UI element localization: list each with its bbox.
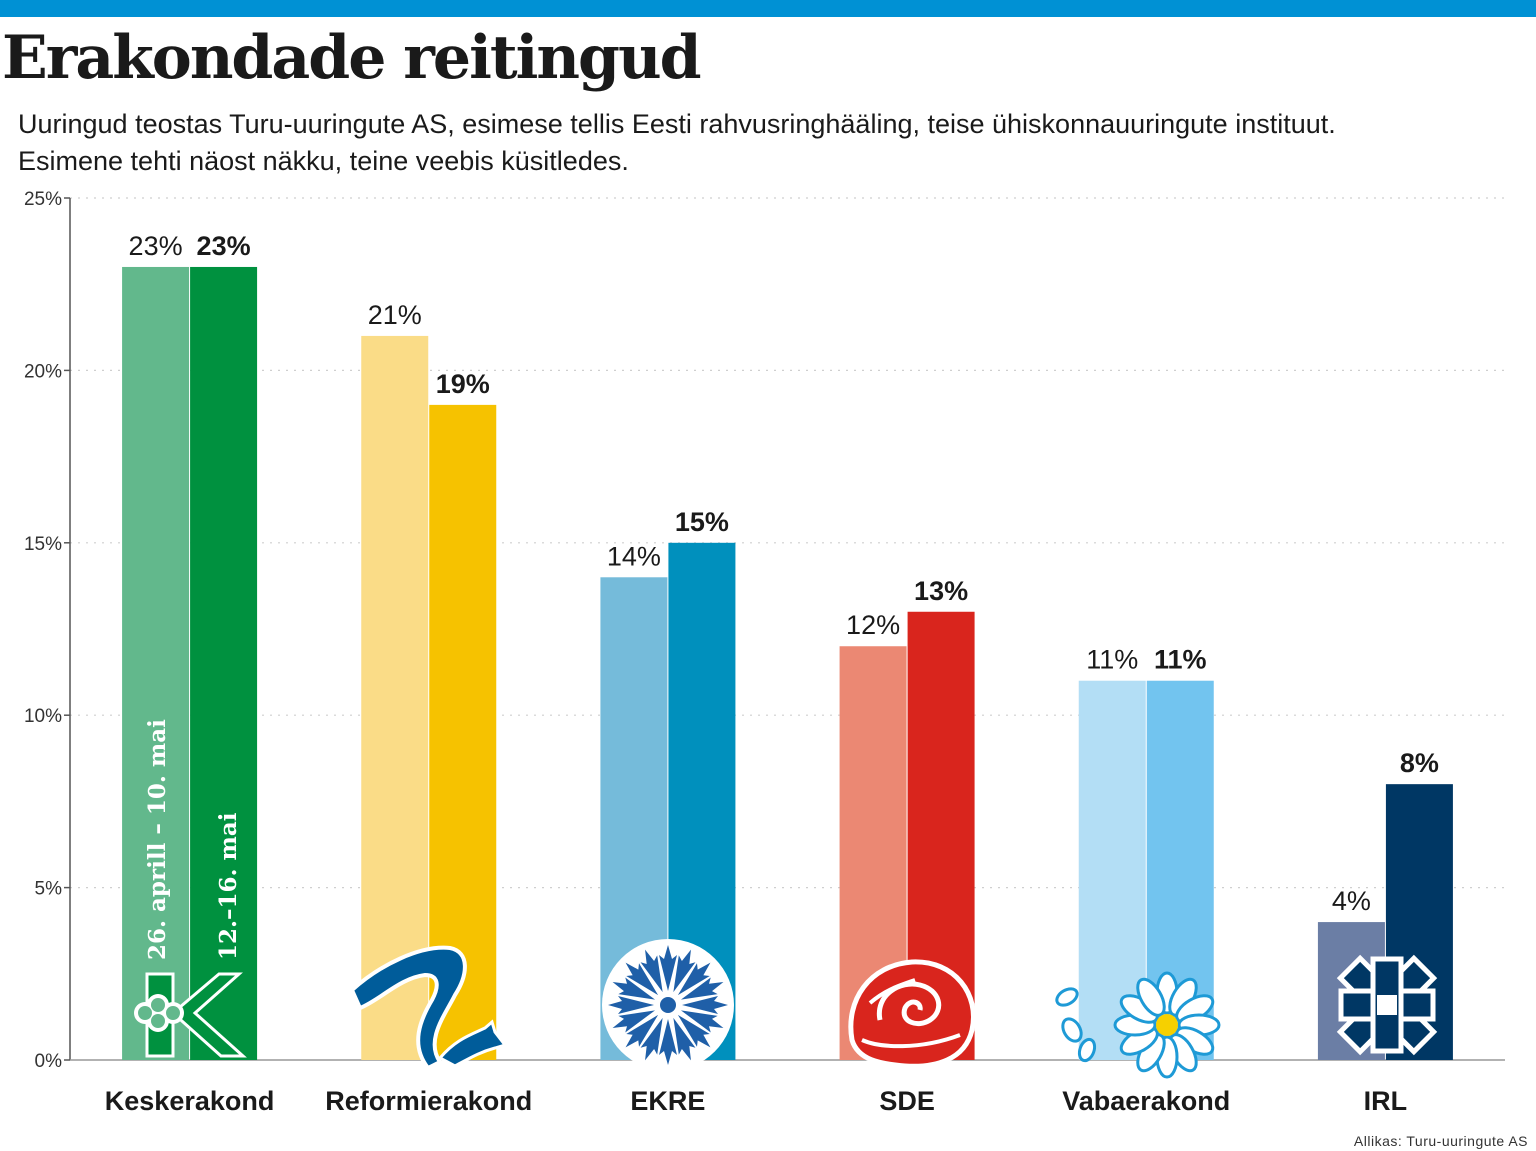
y-tick-label: 20% [24, 361, 62, 382]
vabaerakond-flower-logo [1055, 971, 1221, 1079]
value-label: 13% [914, 576, 968, 606]
value-label: 23% [129, 231, 183, 261]
value-label: 11% [1154, 645, 1207, 675]
cornflower-petal [612, 977, 656, 1000]
category-label: IRL [1364, 1086, 1408, 1116]
period-label-first: 26. aprill – 10. mai [144, 719, 171, 960]
category-label: Reformierakond [325, 1086, 532, 1116]
cornflower-petal [640, 1017, 663, 1061]
subtitle-line-1: Uuringud teostas Turu-uuringute AS, esim… [18, 109, 1336, 139]
subtitle-line-2: Esimene tehti näost näkku, teine veebis … [18, 146, 629, 176]
cornflower-petal [659, 945, 677, 991]
cornflower-petal [640, 949, 663, 993]
cornflower-petal [673, 1017, 696, 1061]
flower-petal [1055, 987, 1079, 1007]
value-label: 8% [1400, 748, 1439, 778]
cornflower-petal [677, 962, 711, 996]
category-label: EKRE [630, 1086, 705, 1116]
value-label: 23% [197, 231, 251, 261]
cornflower-petal [625, 1014, 659, 1048]
sde-rose-logo [848, 959, 976, 1069]
y-tick-label: 10% [24, 706, 62, 727]
cornflower-petal [612, 1010, 656, 1033]
axes: 0% 5% 10% 15% 20% 25% [24, 189, 1505, 1072]
cornflower-petal [677, 1014, 711, 1048]
y-tick-label: 25% [24, 189, 62, 210]
value-label: 4% [1332, 886, 1371, 916]
value-label: 12% [846, 610, 900, 640]
category-labels: Keskerakond Reformierakond EKRE SDE Vabaerak… [105, 1086, 1407, 1116]
cornflower-petal [680, 1010, 724, 1033]
value-label: 15% [675, 507, 729, 537]
cornflower-petal [680, 977, 724, 1000]
bar-keskerakond-first [122, 266, 190, 1061]
cornflower-petal [682, 996, 728, 1014]
value-labels: 23% 23% 21% 19% 14% 15% 12% 13% 11% 11% 4% 8% [129, 231, 1439, 916]
value-label: 11% [1086, 645, 1138, 675]
value-label: 19% [436, 369, 490, 399]
category-label: SDE [879, 1086, 935, 1116]
grid-lines [70, 197, 1505, 889]
category-label: Keskerakond [105, 1086, 275, 1116]
chart-title: Erakondade reitingud [2, 23, 702, 93]
cornflower-petal [625, 962, 659, 996]
cornflower-petal [659, 1019, 677, 1065]
reformierakond-squirrel-logo [349, 945, 508, 1071]
period-label-second: 12.–16. mai [215, 812, 242, 960]
value-label: 14% [607, 541, 661, 571]
y-tick-label: 15% [24, 534, 62, 555]
y-tick-label: 0% [35, 1051, 63, 1072]
ekre-cornflower-logo [602, 939, 734, 1071]
bars [122, 266, 1453, 1061]
flower-petal [1061, 1017, 1083, 1043]
source-note: Allikas: Turu-uuringute AS [1353, 1133, 1528, 1149]
cornflower-petal [608, 996, 654, 1014]
party-logos [134, 939, 1438, 1079]
bar-keskerakond-second [190, 266, 258, 1061]
y-tick-label: 5% [35, 879, 63, 900]
keskerakond-logo [134, 972, 247, 1058]
top-accent-band [0, 0, 1536, 17]
flower-petal [1077, 1037, 1097, 1063]
cornflower-petal [673, 949, 696, 993]
flower-petal [1136, 977, 1166, 1017]
period-labels: 26. aprill – 10. mai 12.–16. mai [144, 719, 242, 960]
value-label: 21% [368, 300, 422, 330]
irl-knot-logo [1336, 954, 1438, 1056]
bar-reformierakond-first [361, 335, 429, 1060]
category-label: Vabaerakond [1062, 1086, 1230, 1116]
